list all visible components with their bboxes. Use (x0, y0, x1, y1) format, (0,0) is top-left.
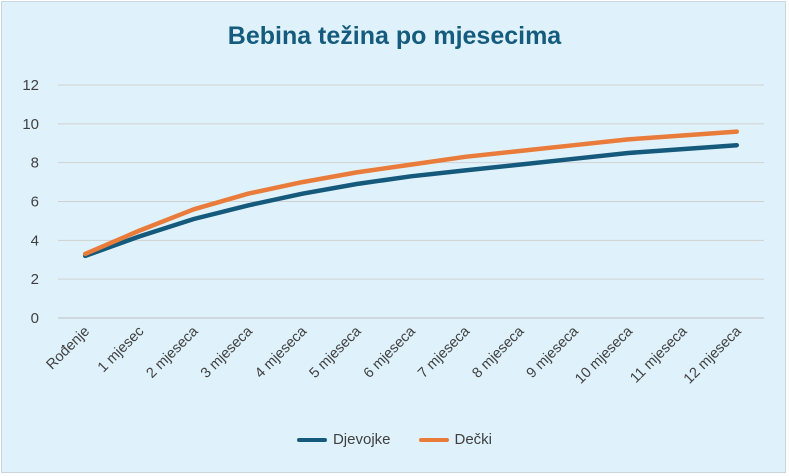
x-tick-label: 12 mjeseca (681, 323, 745, 387)
x-tick-label: 1 mjesec (95, 324, 147, 376)
series-lines (82, 129, 740, 259)
x-tick-label: 8 mjeseca (469, 323, 528, 382)
chart-title: Bebina težina po mjesecima (227, 22, 562, 50)
legend: Djevojke Dečki (2, 431, 787, 448)
y-tick-label: 12 (22, 77, 39, 94)
y-tick-label: 6 (31, 194, 39, 211)
y-tick-label: 4 (31, 232, 39, 249)
series-line-0 (82, 142, 740, 259)
x-tick-label: 10 mjeseca (572, 323, 636, 387)
legend-item: Djevojke (296, 431, 391, 448)
y-tick-label: 0 (31, 310, 39, 327)
gridlines (58, 84, 764, 319)
x-tick-label: 3 mjeseca (198, 323, 257, 382)
series-line-1 (82, 129, 740, 257)
y-tick-label: 10 (22, 116, 39, 133)
legend-swatch (418, 437, 449, 442)
legend-swatch (296, 437, 327, 442)
x-tick-label: 2 mjeseca (144, 323, 203, 382)
x-tick-label: 7 mjeseca (415, 323, 474, 382)
x-tick-label: 5 mjeseca (306, 323, 365, 382)
legend-label: Djevojke (332, 431, 391, 448)
legend-label: Dečki (454, 431, 493, 448)
legend-item: Dečki (418, 431, 493, 448)
y-tick-label: 2 (31, 271, 39, 288)
x-tick-label: 4 mjeseca (252, 323, 311, 382)
y-tick-label: 8 (31, 155, 39, 172)
x-tick-label: 9 mjeseca (524, 323, 583, 382)
x-tick-label: 6 mjeseca (361, 323, 420, 382)
y-axis-ticks: 0 2 4 6 8 10 12 (22, 77, 39, 327)
x-tick-label: Rođenje (43, 324, 93, 374)
